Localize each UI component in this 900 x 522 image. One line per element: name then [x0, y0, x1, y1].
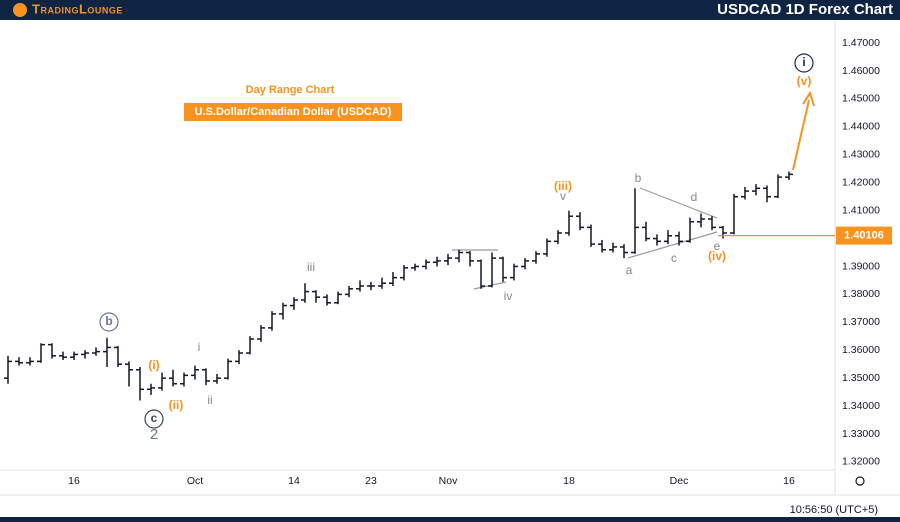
logo-icon: [13, 3, 27, 17]
x-tick-label: 16: [68, 475, 80, 487]
projection-arrow: [792, 99, 810, 171]
settings-icon[interactable]: [855, 476, 865, 486]
header-band: [0, 0, 900, 20]
wave-label: c: [671, 251, 677, 265]
x-tick-label: 16: [783, 475, 795, 487]
wave-label: b: [635, 171, 642, 185]
wave-label: (ii): [169, 398, 184, 412]
wave-circle: [99, 312, 119, 332]
wave-label: 2: [150, 426, 158, 443]
x-tick-label: 23: [365, 475, 377, 487]
y-tick-label: 1.37000: [842, 316, 880, 328]
wave-label: iv: [504, 289, 513, 303]
y-tick-label: 1.44000: [842, 121, 880, 133]
arrow-head: [802, 90, 815, 107]
wave-circle: [144, 409, 164, 429]
wave-label: ii: [207, 393, 212, 407]
footer-band: [0, 517, 900, 522]
y-tick-label: 1.32000: [842, 456, 880, 468]
y-tick-label: 1.45000: [842, 93, 880, 105]
wave-label: c: [151, 411, 158, 425]
wave-label: (iv): [708, 249, 726, 263]
wave-label: d: [691, 190, 698, 204]
y-tick-label: 1.47000: [842, 37, 880, 49]
chart-subtitle: U.S.Dollar/Canadian Dollar (USDCAD): [195, 106, 392, 118]
wave-label: i: [198, 340, 201, 354]
y-tick-label: 1.36000: [842, 344, 880, 356]
triangle-line: [627, 231, 718, 259]
x-tick-label: 18: [563, 475, 575, 487]
x-tick-label: 14: [288, 475, 300, 487]
wave-label: b: [105, 314, 112, 328]
y-tick-label: 1.42000: [842, 176, 880, 188]
wave-label: (v): [797, 74, 812, 88]
price-label-box: [836, 226, 892, 245]
wave-label: (iii): [554, 179, 572, 193]
wave-label: i: [802, 55, 805, 69]
y-tick-label: 1.41000: [842, 204, 880, 216]
wave-circle: [794, 53, 814, 73]
y-tick-label: 1.46000: [842, 65, 880, 77]
y-tick-label: 1.38000: [842, 288, 880, 300]
clock: 10:56:50 (UTC+5): [790, 504, 878, 516]
wave-label: v: [560, 189, 566, 203]
y-tick-label: 1.33000: [842, 428, 880, 440]
wave-label: (i): [148, 358, 159, 372]
price-label: 1.40106: [844, 230, 884, 242]
wave-label: iii: [307, 260, 315, 274]
wave-label: e: [714, 239, 721, 253]
subtitle-box: [184, 103, 402, 121]
y-tick-label: 1.43000: [842, 149, 880, 161]
y-tick-label: 1.35000: [842, 372, 880, 384]
header-title: USDCAD 1D Forex Chart: [717, 1, 893, 18]
y-tick-label: 1.39000: [842, 260, 880, 272]
wave-label: a: [626, 263, 633, 277]
brand: TradingLounge: [32, 1, 123, 16]
x-tick-label: Dec: [670, 475, 689, 487]
x-tick-label: Oct: [187, 475, 203, 487]
y-tick-label: 1.34000: [842, 400, 880, 412]
triangle-line: [639, 187, 718, 219]
x-tick-label: Nov: [439, 475, 458, 487]
chart-title: Day Range Chart: [246, 84, 335, 96]
